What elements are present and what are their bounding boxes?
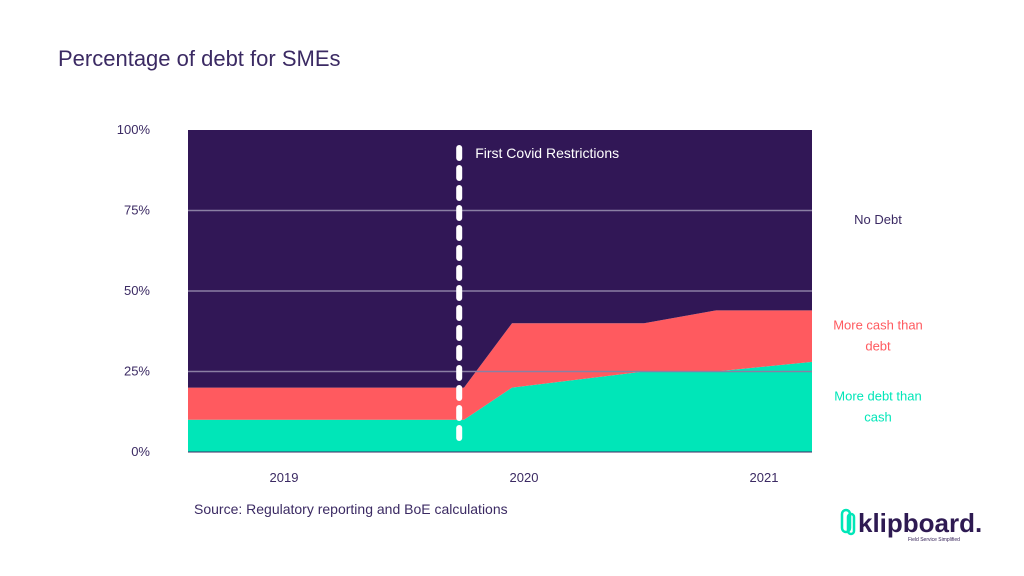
- area-series-2: [188, 310, 812, 420]
- area-series-1: [188, 361, 812, 452]
- y-tick-label-2: 25%: [124, 364, 150, 379]
- y-tick-label-1: 0%: [131, 444, 150, 459]
- series-label-3: No Debt: [854, 212, 902, 227]
- source-note: Source: Regulatory reporting and BoE cal…: [194, 501, 508, 517]
- x-tick-label-2: 2020: [510, 470, 539, 485]
- series-label-1: cash: [864, 409, 891, 424]
- logo-tagline: Field Service Simplified: [908, 537, 960, 543]
- y-axis: 0% 25% 50% 75% 100%: [117, 122, 151, 459]
- series-label-2: debt: [865, 339, 891, 354]
- x-tick-label-1: 2019: [270, 470, 299, 485]
- annotation-label: First Covid Restrictions: [475, 145, 619, 161]
- logo: klipboard. Field Service Simplified: [840, 508, 982, 543]
- chart-title: Percentage of debt for SMEs: [58, 46, 341, 71]
- x-axis: 2019 2020 2021: [270, 470, 779, 485]
- y-tick-label-3: 50%: [124, 283, 150, 298]
- logo-wordmark: klipboard.: [858, 508, 982, 538]
- area-series-3: [188, 130, 812, 388]
- series-labels: More debt than cash More cash than debt No D…: [833, 212, 923, 424]
- klipboard-logo-icon: [840, 508, 856, 536]
- y-tick-label-4: 75%: [124, 203, 150, 218]
- x-tick-label-3: 2021: [750, 470, 779, 485]
- plot-area: First Covid Restrictions: [188, 130, 812, 453]
- y-tick-label-5: 100%: [117, 122, 151, 137]
- series-label-1: More debt than: [834, 388, 921, 403]
- series-label-2: More cash than: [833, 318, 923, 333]
